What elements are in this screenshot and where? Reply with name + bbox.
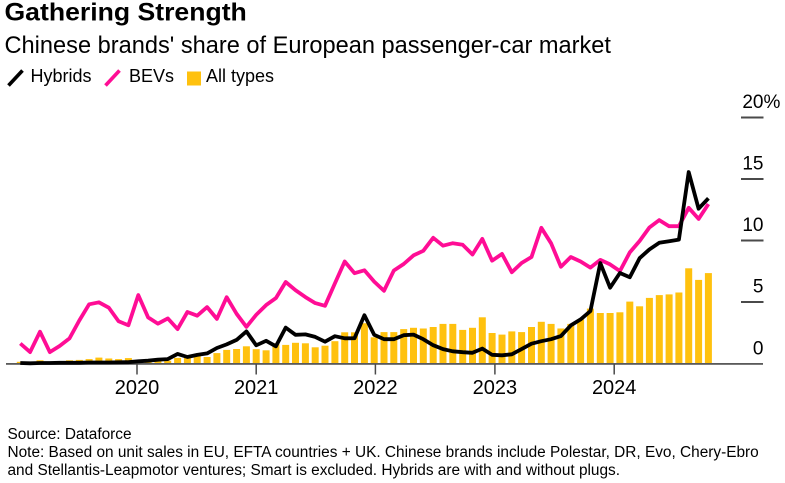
svg-text:10: 10 bbox=[742, 215, 763, 236]
svg-text:2024: 2024 bbox=[592, 377, 637, 399]
svg-text:2023: 2023 bbox=[473, 377, 518, 399]
svg-text:15: 15 bbox=[742, 153, 763, 174]
svg-text:%: % bbox=[764, 92, 781, 113]
svg-text:0: 0 bbox=[753, 338, 764, 359]
svg-text:2020: 2020 bbox=[115, 377, 160, 399]
svg-text:5: 5 bbox=[753, 276, 764, 297]
svg-text:2021: 2021 bbox=[234, 377, 279, 399]
svg-text:2022: 2022 bbox=[353, 377, 398, 399]
svg-text:20: 20 bbox=[742, 92, 763, 113]
